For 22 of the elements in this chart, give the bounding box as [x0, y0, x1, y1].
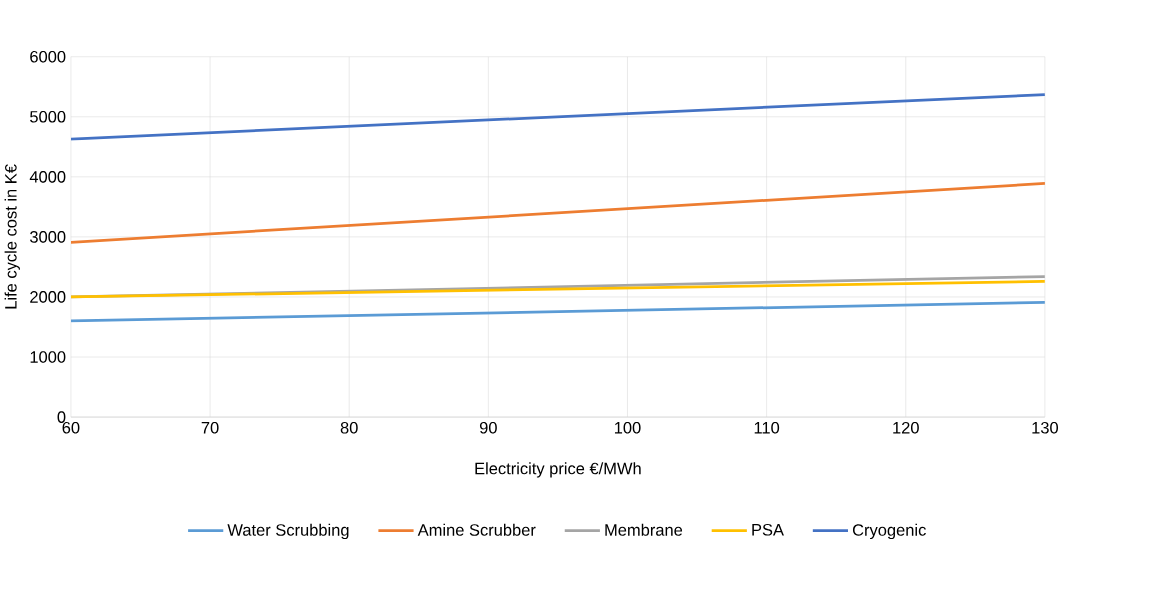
x-tick-label: 120 [893, 421, 919, 434]
legend-label: Cryogenic [852, 523, 926, 540]
legend-label: Membrane [605, 523, 683, 536]
legend-label: PSA [752, 524, 784, 536]
y-tick-label: 4000 [29, 171, 66, 183]
x-tick-label: 80 [340, 421, 358, 434]
y-tick-label: 3000 [30, 231, 66, 243]
x-tick-label: 100 [614, 421, 641, 434]
x-tick-label: 60 [62, 421, 80, 434]
y-tick-label: 2000 [30, 291, 66, 303]
x-tick-label: 130 [1032, 421, 1059, 434]
y-axis-title: Life cycle cost in K€ [4, 164, 20, 309]
y-tick-label: 5000 [30, 111, 66, 123]
x-axis-title: Electricity price €/MWh [475, 462, 641, 478]
legend-label: Water Scrubbing [227, 523, 349, 540]
x-tick-label: 90 [479, 421, 497, 434]
y-tick-label: 1000 [30, 351, 66, 363]
x-tick-label: 110 [754, 421, 780, 434]
y-tick-label: 0 [57, 411, 66, 423]
legend-label: Amine Scrubber [417, 523, 536, 536]
x-tick-label: 70 [201, 421, 219, 434]
y-tick-label: 6000 [30, 50, 66, 63]
